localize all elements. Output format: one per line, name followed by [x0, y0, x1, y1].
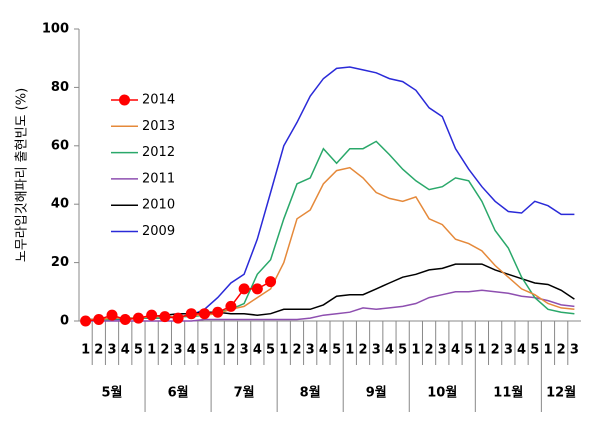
- x-tick-label: 2: [557, 343, 566, 358]
- legend-label: 2010: [142, 198, 175, 213]
- x-tick-label: 1: [147, 343, 156, 358]
- data-point: [106, 309, 118, 321]
- y-tick-label: 60: [51, 138, 69, 153]
- x-tick-label: 2: [94, 343, 103, 358]
- x-tick-label: 1: [279, 343, 288, 358]
- x-tick-label: 4: [187, 343, 196, 358]
- y-tick-label: 0: [60, 314, 69, 329]
- data-point: [212, 306, 224, 318]
- x-tick-label: 5: [134, 343, 143, 358]
- group-label: 7월: [234, 385, 255, 401]
- legend-label: 2013: [142, 119, 175, 134]
- group-label: 12월: [546, 385, 576, 401]
- x-tick-label: 2: [292, 343, 301, 358]
- x-tick-label: 3: [108, 343, 117, 358]
- data-point: [199, 308, 210, 320]
- data-point: [225, 300, 237, 312]
- x-tick-label: 4: [451, 343, 460, 358]
- x-tick-label: 4: [517, 343, 526, 358]
- x-tick-label: 5: [398, 343, 407, 358]
- group-label: 11월: [493, 385, 523, 401]
- group-label: 5월: [102, 385, 123, 401]
- data-point: [251, 283, 263, 295]
- data-point: [185, 308, 197, 320]
- data-point: [119, 314, 131, 326]
- x-tick-label: 2: [226, 343, 235, 358]
- x-tick-label: 3: [306, 343, 315, 358]
- legend-label: 2014: [142, 93, 175, 108]
- x-tick-label: 2: [160, 343, 169, 358]
- x-tick-label: 1: [477, 343, 486, 358]
- group-label: 9월: [366, 385, 387, 401]
- series-line: [85, 166, 575, 321]
- data-point: [80, 315, 92, 327]
- x-tick-label: 3: [174, 343, 183, 358]
- x-tick-label: 3: [240, 343, 249, 358]
- x-tick-label: 4: [319, 343, 328, 358]
- data-point: [238, 283, 250, 295]
- group-label: 8월: [300, 385, 321, 401]
- data-point: [159, 311, 171, 323]
- y-tick-label: 80: [51, 80, 69, 95]
- x-tick-label: 3: [438, 343, 447, 358]
- data-point: [146, 309, 158, 321]
- x-tick-label: 4: [253, 343, 262, 358]
- data-point: [265, 276, 277, 288]
- y-tick-label: 40: [51, 197, 69, 212]
- data-point: [172, 312, 184, 324]
- x-tick-label: 3: [570, 343, 579, 358]
- y-axis-title: 노무라입깃해파리 출현빈도 (%): [15, 88, 30, 262]
- group-label: 10월: [427, 385, 457, 401]
- x-tick-label: 1: [81, 343, 90, 358]
- x-tick-label: 2: [359, 343, 368, 358]
- x-tick-label: 1: [213, 343, 222, 358]
- legend-label: 2011: [142, 171, 175, 186]
- y-tick-label: 100: [42, 22, 69, 37]
- x-tick-label: 3: [504, 343, 513, 358]
- y-tick-label: 20: [51, 255, 69, 270]
- x-tick-label: 5: [530, 343, 539, 358]
- group-label: 6월: [168, 385, 189, 401]
- data-point: [132, 312, 144, 324]
- x-tick-label: 4: [385, 343, 394, 358]
- x-tick-label: 2: [491, 343, 500, 358]
- x-tick-label: 5: [464, 343, 473, 358]
- data-point: [93, 314, 105, 326]
- x-tick-label: 5: [266, 343, 275, 358]
- x-tick-label: 1: [411, 343, 420, 358]
- x-tick-label: 5: [332, 343, 341, 358]
- legend-label: 2009: [142, 224, 175, 239]
- legend-label: 2012: [142, 145, 175, 160]
- x-tick-label: 4: [121, 343, 130, 358]
- x-tick-label: 5: [200, 343, 209, 358]
- x-tick-label: 1: [345, 343, 354, 358]
- legend-marker: [119, 94, 130, 106]
- x-tick-label: 1: [543, 343, 552, 358]
- x-tick-label: 3: [372, 343, 381, 358]
- x-tick-label: 2: [425, 343, 434, 358]
